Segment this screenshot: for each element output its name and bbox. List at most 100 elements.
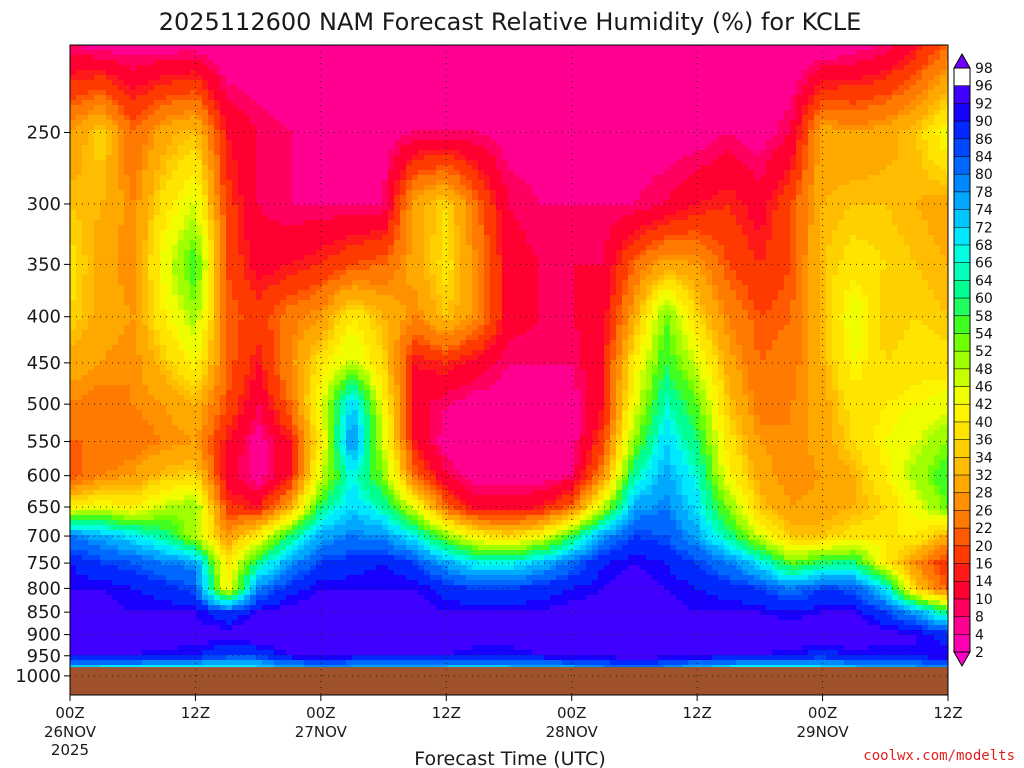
heatmap-cell [244,100,251,106]
heatmap-cell [160,190,167,196]
heatmap-cell [490,45,497,51]
heatmap-cell [136,120,143,126]
heatmap-cell [118,205,125,211]
heatmap-cell [706,140,713,146]
heatmap-cell [310,195,317,201]
heatmap-cell [334,210,341,216]
heatmap-cell [646,180,653,186]
heatmap-cell [286,150,293,156]
heatmap-cell [580,85,587,91]
heatmap-cell [850,130,857,136]
heatmap-cell [466,200,473,206]
heatmap-cell [736,130,743,136]
heatmap-cell [910,130,917,136]
heatmap-cell [364,195,371,201]
heatmap-cell [268,205,275,211]
heatmap-cell [118,165,125,171]
heatmap-cell [514,70,521,76]
heatmap-cell [448,150,455,156]
heatmap-cell [118,140,125,146]
heatmap-cell [778,115,785,121]
heatmap-cell [268,45,275,51]
heatmap-cell [400,165,407,171]
heatmap-cell [622,95,629,101]
heatmap-cell [520,160,527,166]
heatmap-cell [334,160,341,166]
heatmap-cell [940,110,947,116]
heatmap-cell [544,105,551,111]
heatmap-cell [382,150,389,156]
heatmap-cell [184,75,191,81]
heatmap-cell [418,55,425,61]
heatmap-cell [568,45,575,51]
heatmap-cell [916,140,923,146]
heatmap-cell [112,70,119,76]
heatmap-cell [910,200,917,206]
heatmap-cell [514,145,521,151]
heatmap-cell [208,210,215,216]
heatmap-cell [364,60,371,66]
heatmap-cell [802,135,809,141]
heatmap-cell [166,110,173,116]
heatmap-cell [532,190,539,196]
heatmap-cell [730,205,737,211]
heatmap-cell [502,65,509,71]
heatmap-cell [814,110,821,116]
heatmap-cell [448,105,455,111]
heatmap-cell [508,95,515,101]
heatmap-cell [724,120,731,126]
heatmap-cell [106,165,113,171]
heatmap-cell [94,120,101,126]
heatmap-cell [298,100,305,106]
heatmap-cell [742,50,749,56]
heatmap-cell [472,90,479,96]
heatmap-cell [454,210,461,216]
heatmap-cell [730,110,737,116]
heatmap-cell [250,100,257,106]
heatmap-cell [880,170,887,176]
heatmap-cell [646,90,653,96]
heatmap-cell [520,150,527,156]
heatmap-cell [910,50,917,56]
heatmap-cell [526,105,533,111]
heatmap-cell [166,175,173,181]
heatmap-cell [892,120,899,126]
heatmap-cell [760,80,767,86]
heatmap-cell [184,150,191,156]
heatmap-cell [136,195,143,201]
heatmap-cell [658,120,665,126]
heatmap-cell [106,110,113,116]
heatmap-cell [568,165,575,171]
heatmap-cell [328,110,335,116]
heatmap-cell [766,160,773,166]
heatmap-cell [382,125,389,131]
heatmap-cell [364,210,371,216]
heatmap-cell [160,200,167,206]
heatmap-cell [100,185,107,191]
heatmap-cell [178,50,185,56]
heatmap-cell [916,85,923,91]
heatmap-cell [724,95,731,101]
heatmap-cell [628,155,635,161]
heatmap-cell [358,150,365,156]
heatmap-cell [610,190,617,196]
heatmap-cell [670,155,677,161]
heatmap-cell [226,85,233,91]
heatmap-cell [82,70,89,76]
heatmap-cell [376,145,383,151]
heatmap-cell [442,175,449,181]
heatmap-cell [844,50,851,56]
heatmap-cell [514,75,521,81]
heatmap-cell [664,195,671,201]
heatmap-cell [814,125,821,131]
heatmap-cell [214,60,221,66]
heatmap-cell [670,85,677,91]
heatmap-cell [424,65,431,71]
heatmap-cell [580,80,587,86]
heatmap-cell [70,200,77,206]
heatmap-cell [346,200,353,206]
heatmap-cell [502,120,509,126]
heatmap-cell [892,165,899,171]
heatmap-cell [124,100,131,106]
heatmap-cell [130,210,137,216]
